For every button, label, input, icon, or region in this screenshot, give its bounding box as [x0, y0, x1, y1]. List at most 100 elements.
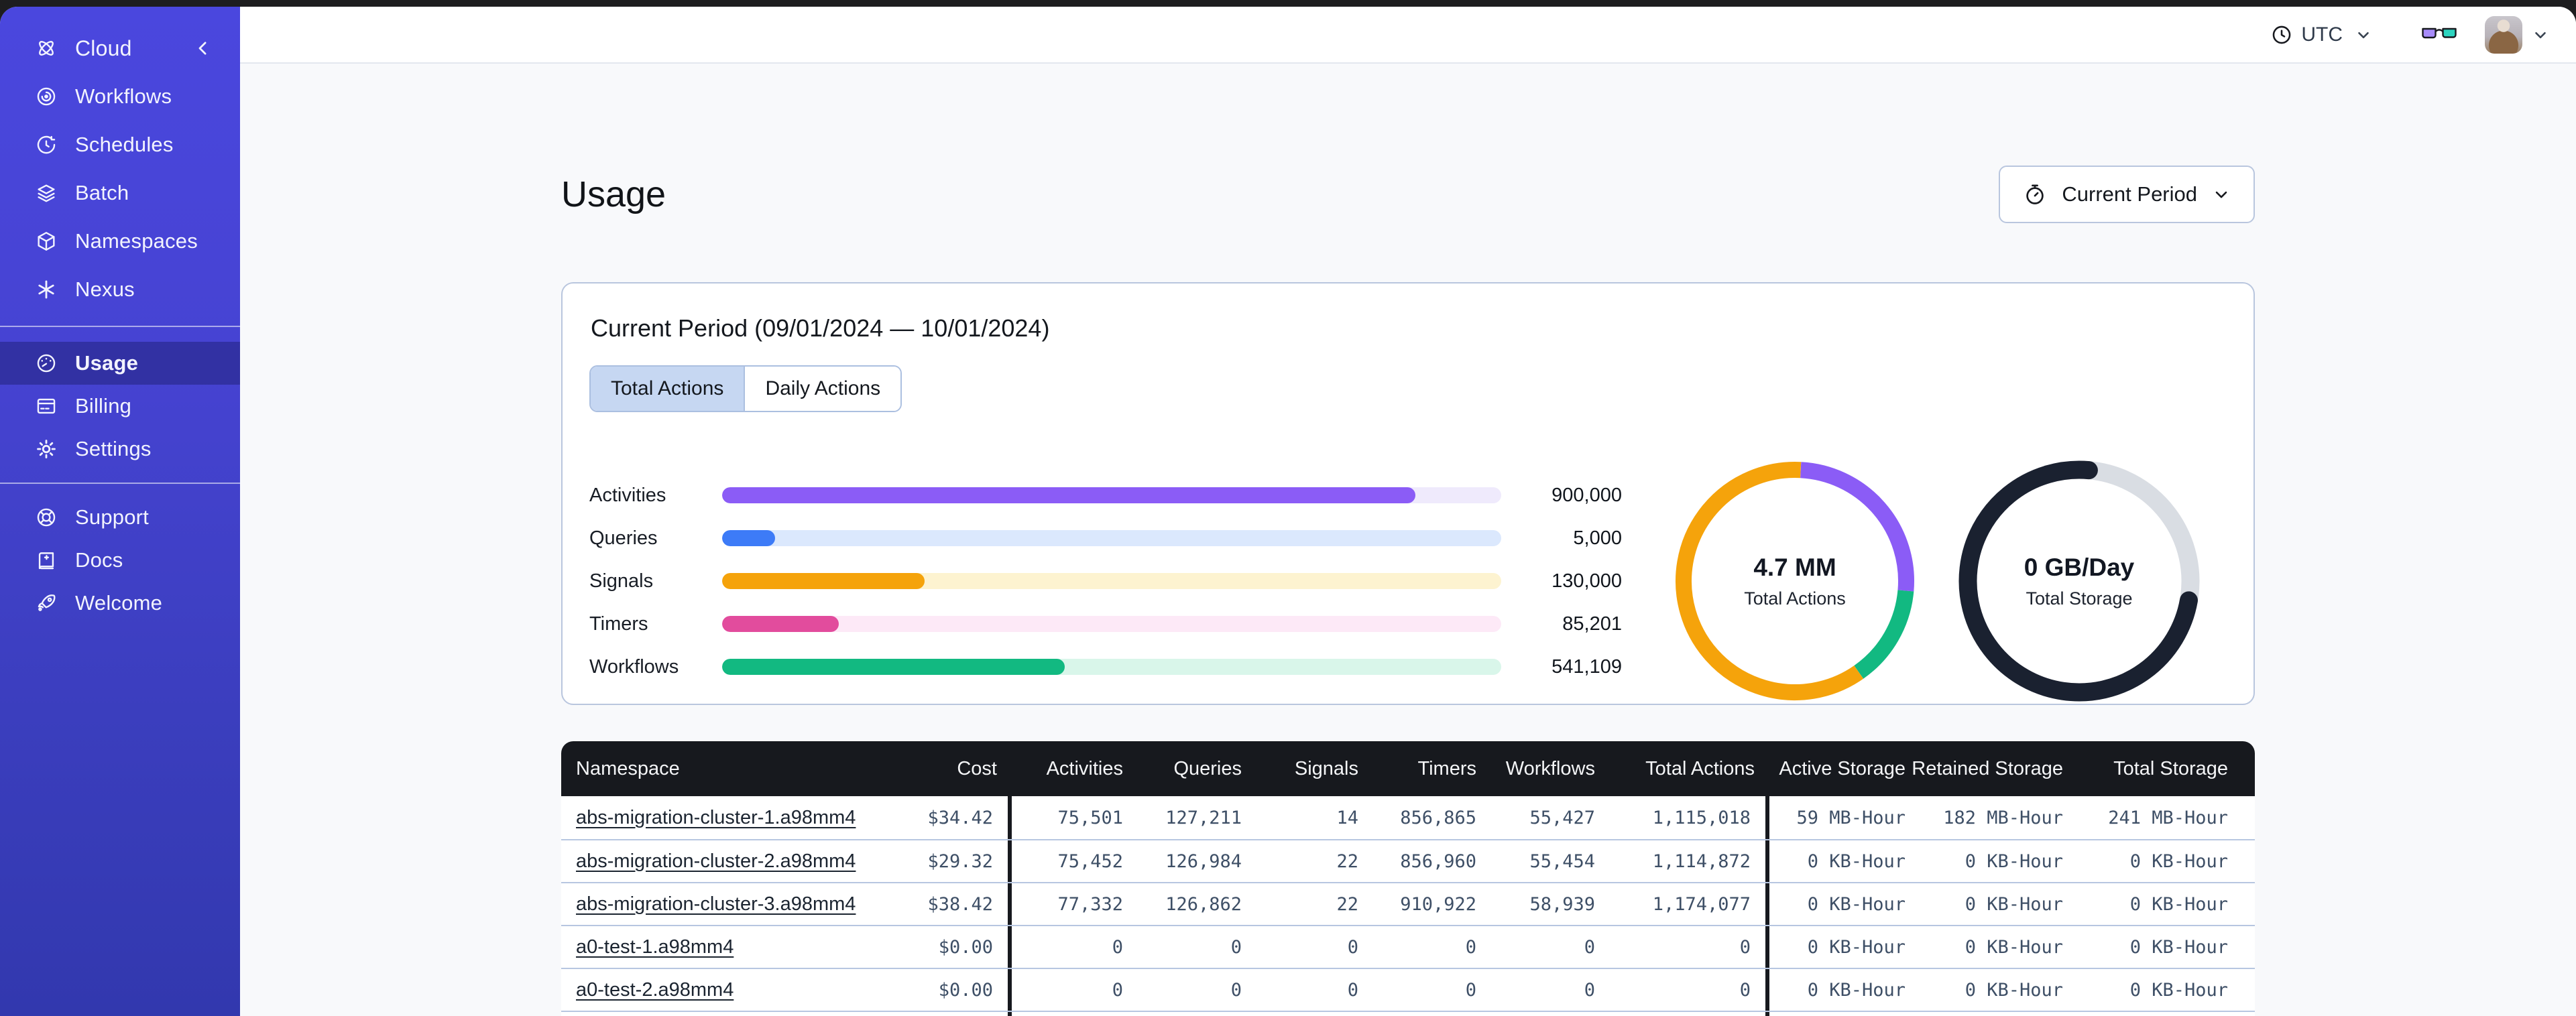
retained-storage-cell: 182 MB-Hour	[1943, 807, 2063, 828]
sidebar-item-welcome[interactable]: Welcome	[0, 582, 240, 625]
sidebar-item-label: Docs	[75, 548, 123, 572]
sidebar-item-usage[interactable]: Usage	[0, 342, 240, 385]
bar-fill	[722, 659, 1065, 676]
sidebar-item-label: Support	[75, 505, 149, 529]
bar-fill	[722, 573, 925, 590]
signals-cell: 14	[1336, 807, 1358, 828]
total-storage-cell: 0 KB-Hour	[2129, 850, 2228, 872]
column-header: Retained Storage	[1912, 757, 2063, 779]
active-storage-cell: 59 MB-Hour	[1796, 807, 1906, 828]
activities-cell: 0	[1112, 979, 1123, 1001]
donut-total-actions: 4.7 MM Total Actions	[1667, 454, 1922, 708]
bar-value: 85,201	[1562, 613, 1622, 635]
bar-row-signals: Signals 130,000	[589, 560, 1622, 602]
total-actions-cell: 1,115,018	[1610, 796, 1769, 840]
queries-cell: 0	[1230, 979, 1242, 1001]
total-actions-cell: 1,114,872	[1610, 840, 1769, 883]
bar-track	[722, 659, 1501, 676]
page-title: Usage	[561, 174, 666, 215]
activities-cell: 0	[1112, 936, 1123, 958]
bar-track	[722, 573, 1501, 590]
column-header: Activities	[1046, 757, 1123, 779]
sidebar-item-support[interactable]: Support	[0, 496, 240, 539]
table-row: abs-migration-cluster-1.a98mm4 $34.42 75…	[561, 796, 2255, 840]
cost-cell: $0.00	[863, 969, 1012, 1011]
active-storage-cell: 0 KB-Hour	[1807, 893, 1906, 915]
tab-total-actions[interactable]: Total Actions	[591, 367, 744, 411]
sidebar-item-schedules[interactable]: Schedules	[0, 121, 240, 169]
donut-total-storage-label: Total Storage	[2026, 588, 2133, 609]
sidebar-header-cloud[interactable]: Cloud	[0, 24, 240, 72]
total-storage-cell: 0 KB-Hour	[2078, 1012, 2255, 1016]
timezone-selector[interactable]: UTC	[2270, 23, 2372, 46]
table-row: a0-test-1.a98mm4 $0.00 0 0 0 0 0 0 0 KB-…	[561, 925, 2255, 968]
page-content: Usage Current Period Current Period (09/…	[240, 64, 2576, 1016]
timers-cell: 0	[1465, 936, 1476, 958]
sidebar-item-label: Billing	[75, 394, 132, 418]
bar-track	[722, 487, 1501, 504]
panel-title: Current Period (09/01/2024 — 10/01/2024)	[591, 314, 1050, 342]
retained-storage-cell: 0 KB-Hour	[1965, 850, 2063, 872]
bar-value: 541,109	[1552, 655, 1622, 678]
cost-cell: $29.32	[863, 840, 1012, 883]
namespace-usage-table: Namespace Cost Activities Queries Signal…	[561, 741, 2255, 1016]
sidebar-item-namespaces[interactable]: Namespaces	[0, 217, 240, 265]
labs-glasses-icon[interactable]	[2422, 23, 2457, 46]
table-header-row: Namespace Cost Activities Queries Signal…	[561, 741, 2255, 797]
namespace-link[interactable]: abs-migration-cluster-1.a98mm4	[576, 806, 856, 828]
app-window: Cloud Workflows Schedules	[0, 7, 2576, 1016]
sidebar-item-billing[interactable]: Billing	[0, 385, 240, 428]
queries-cell: 126,984	[1165, 850, 1242, 872]
sidebar-item-label: Schedules	[75, 133, 174, 156]
namespace-link[interactable]: a0-test-2.a98mm4	[576, 978, 734, 1001]
bar-value: 900,000	[1552, 484, 1622, 506]
period-selector-button[interactable]: Current Period	[1999, 166, 2255, 224]
temporal-cloud-logo-icon	[35, 37, 58, 60]
table-row: abs-migration-cluster-2.a98mm4 $29.32 75…	[561, 839, 2255, 883]
sidebar-item-nexus[interactable]: Nexus	[0, 265, 240, 314]
bar-label: Timers	[589, 613, 648, 635]
bar-fill	[722, 487, 1416, 504]
sidebar-item-label: Welcome	[75, 591, 163, 615]
retained-storage-cell: 0 KB-Hour	[1965, 936, 2063, 958]
actions-tab-group: Total Actions Daily Actions	[589, 365, 902, 413]
sidebar-item-label: Usage	[75, 351, 139, 375]
cost-cell: $0.00	[863, 1012, 1012, 1016]
bar-label: Workflows	[589, 655, 679, 678]
retained-storage-cell: 0 KB-Hour	[1965, 893, 2063, 915]
user-avatar[interactable]	[2485, 15, 2522, 54]
sidebar: Cloud Workflows Schedules	[0, 7, 240, 1016]
account-menu-chevron-icon[interactable]	[2532, 26, 2549, 44]
actions-bar-chart: Activities 900,000 Queries 5,000 Signals	[589, 474, 1622, 688]
signals-cell: 22	[1336, 850, 1358, 872]
table-row: bk-worker-test.a98mm4 $0.00 0 0 0 0 1 1 …	[561, 1011, 2255, 1016]
bar-row-workflows: Workflows 541,109	[589, 645, 1622, 688]
cost-cell: $34.42	[863, 796, 1012, 840]
column-header: Signals	[1294, 757, 1358, 779]
usage-icon	[35, 352, 58, 375]
bar-label: Signals	[589, 570, 654, 592]
sidebar-item-batch[interactable]: Batch	[0, 169, 240, 217]
donut-total-actions-value: 4.7 MM	[1753, 553, 1836, 581]
timers-cell: 856,960	[1400, 850, 1476, 872]
timers-cell: 910,922	[1400, 893, 1476, 915]
tab-daily-actions[interactable]: Daily Actions	[744, 367, 901, 411]
column-header: Timers	[1417, 757, 1476, 779]
period-selector-label: Current Period	[2062, 182, 2197, 206]
sidebar-item-workflows[interactable]: Workflows	[0, 72, 240, 121]
namespace-link[interactable]: abs-migration-cluster-3.a98mm4	[576, 893, 856, 915]
sidebar-item-settings[interactable]: Settings	[0, 428, 240, 470]
namespaces-icon	[35, 230, 58, 253]
timezone-label: UTC	[2301, 23, 2343, 46]
sidebar-item-docs[interactable]: Docs	[0, 539, 240, 582]
retained-storage-cell: 0 KB-Hour	[1920, 1012, 2078, 1016]
workflows-icon	[35, 85, 58, 108]
namespace-link[interactable]: a0-test-1.a98mm4	[576, 936, 734, 958]
sidebar-collapse-icon[interactable]	[193, 37, 216, 60]
sidebar-item-label: Batch	[75, 181, 129, 204]
settings-gear-icon	[35, 438, 58, 460]
donut-total-storage: 0 GB/Day Total Storage	[1952, 454, 2207, 708]
namespace-link[interactable]: abs-migration-cluster-2.a98mm4	[576, 850, 856, 872]
donut-total-actions-label: Total Actions	[1744, 588, 1846, 609]
workflows-cell: 0	[1584, 979, 1595, 1001]
